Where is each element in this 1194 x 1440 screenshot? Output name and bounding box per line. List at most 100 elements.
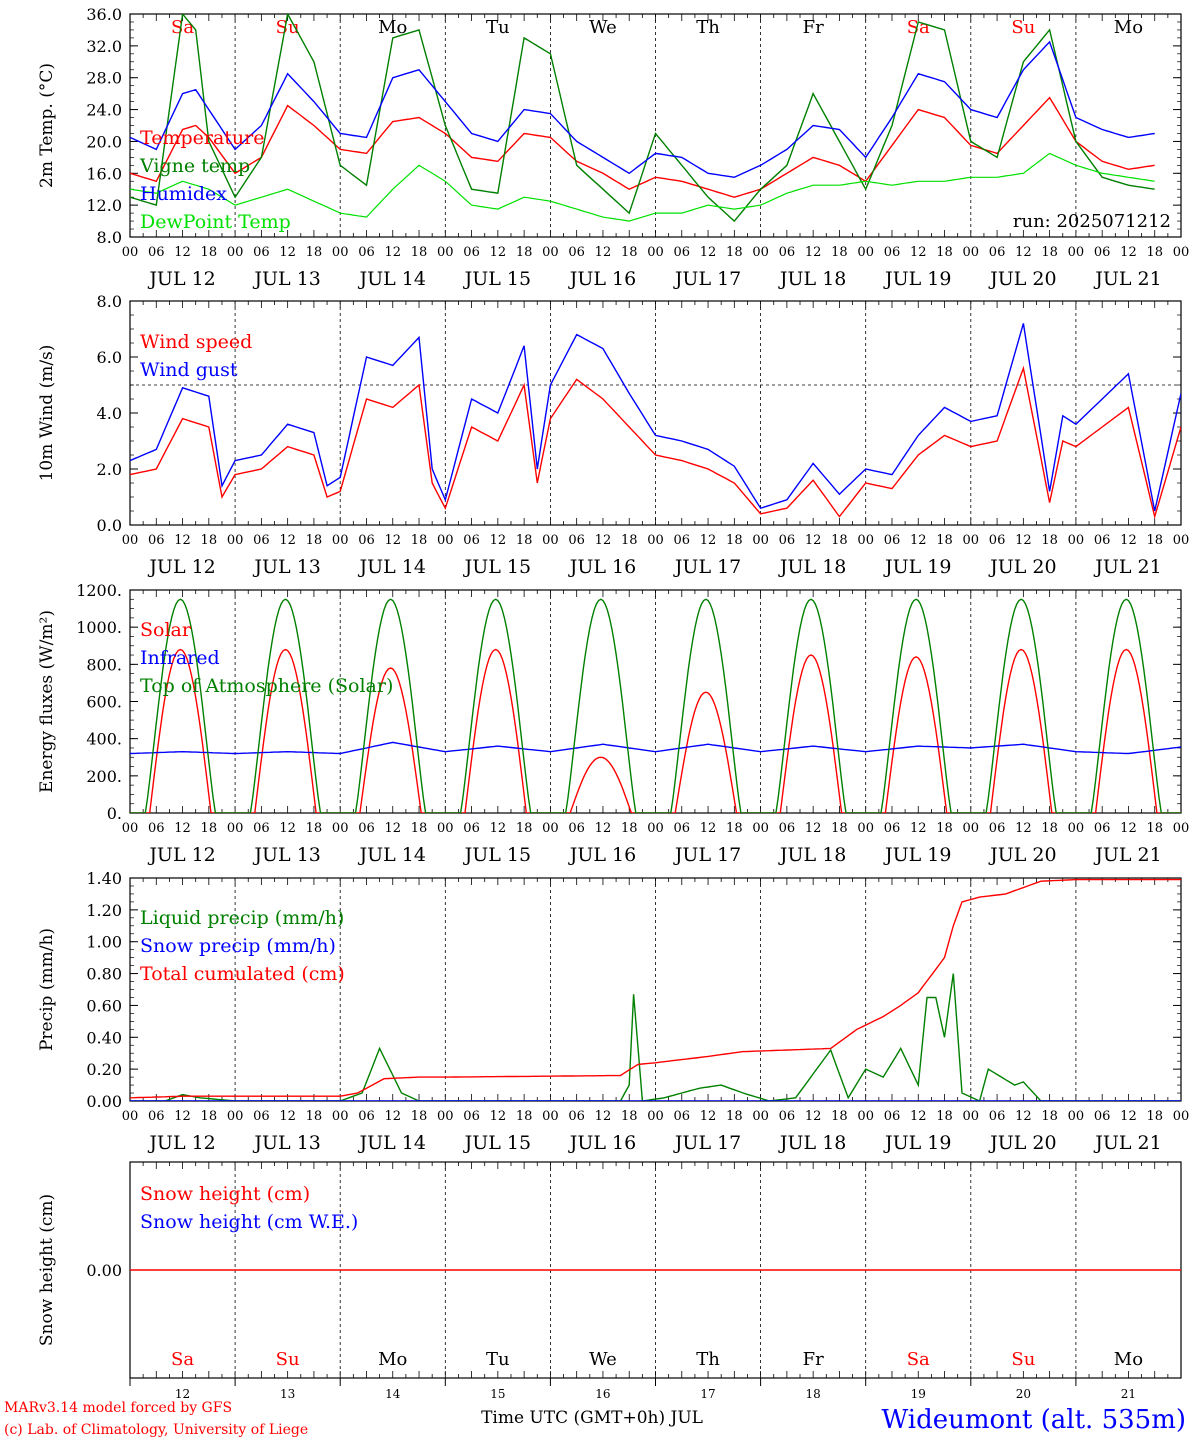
x-tick-label: 06 xyxy=(568,533,585,548)
x-tick-label: 12 xyxy=(1120,821,1137,836)
weekday-label: Th xyxy=(696,17,720,38)
legend-entry: Vigne temp xyxy=(139,155,250,177)
weekday-label: Sa xyxy=(171,17,194,38)
series-line-solar xyxy=(130,648,1181,813)
x-tick-label: 06 xyxy=(358,533,375,548)
y-tick-label: 1.40 xyxy=(86,869,122,888)
x-tick-label: 00 xyxy=(437,821,454,836)
x-tick-label: 06 xyxy=(568,245,585,260)
x-tick-label: 12 xyxy=(595,821,612,836)
x-date-label: JUL 20 xyxy=(988,1132,1056,1154)
legend-entry: Top of Atmosphere (Solar) xyxy=(140,675,393,697)
x-tick-label: 18 xyxy=(1146,821,1163,836)
x-tick-label: 12 xyxy=(910,533,927,548)
x-date-label: JUL 19 xyxy=(883,844,951,866)
x-tick-label: 12 xyxy=(1120,1109,1137,1124)
x-tick-label: 00 xyxy=(857,245,874,260)
y-tick-label: 400. xyxy=(86,730,122,749)
x-tick-label: 18 xyxy=(936,821,953,836)
x-date-label: JUL 17 xyxy=(673,556,741,578)
x-tick-label: 12 xyxy=(490,533,507,548)
y-axis-label: Energy fluxes (W/m²) xyxy=(37,610,57,793)
x-tick-label: 12 xyxy=(174,533,191,548)
y-tick-label: 1.20 xyxy=(86,901,122,920)
x-tick-label: 06 xyxy=(779,821,796,836)
x-tick-label: 12 xyxy=(384,245,401,260)
x-tick-label: 00 xyxy=(332,245,349,260)
x-date-label: JUL 15 xyxy=(463,556,531,578)
series-line-vigne-temp xyxy=(130,14,1155,223)
plot-frame xyxy=(129,589,1182,814)
weekday-label: Fr xyxy=(803,1349,824,1370)
x-date-label: JUL 19 xyxy=(883,556,951,578)
x-date-label: JUL 17 xyxy=(673,844,741,866)
y-tick-label: 0.60 xyxy=(86,996,122,1015)
weekday-label: Sa xyxy=(907,17,930,38)
x-tick-label: 06 xyxy=(148,533,165,548)
footer-credit: (c) Lab. of Climatology, University of L… xyxy=(4,1422,308,1438)
x-tick-label: 00 xyxy=(647,533,664,548)
x-date-label: JUL 14 xyxy=(358,1132,426,1154)
x-tick-label: 12 xyxy=(1015,533,1032,548)
legend-entry: Snow precip (mm/h) xyxy=(140,935,336,957)
x-tick-label: 00 xyxy=(963,821,980,836)
y-tick-label: 16.0 xyxy=(86,164,122,183)
x-tick-label: 00 xyxy=(1173,1109,1190,1124)
legend-entry: Solar xyxy=(140,619,192,641)
x-tick-label: 00 xyxy=(963,245,980,260)
x-tick-label: 18 xyxy=(1041,821,1058,836)
y-tick-label: 20.0 xyxy=(86,132,122,151)
x-tick-label: 06 xyxy=(989,1109,1006,1124)
x-tick-label: 00 xyxy=(1173,533,1190,548)
day-number-label: 14 xyxy=(385,1387,401,1401)
x-tick-label: 18 xyxy=(201,533,218,548)
x-tick-label: 00 xyxy=(332,821,349,836)
x-tick-label: 18 xyxy=(516,821,533,836)
panel-energy: 0. 200. 400. 600. 800. 1000. 1200. Energy fluxe… xyxy=(37,581,1189,866)
weekday-label: Su xyxy=(1011,1349,1035,1370)
x-tick-label: 18 xyxy=(306,245,323,260)
x-tick-label: 18 xyxy=(726,1109,743,1124)
x-date-label: JUL 19 xyxy=(883,268,951,290)
x-date-label: JUL 14 xyxy=(358,844,426,866)
x-tick-label: 06 xyxy=(568,821,585,836)
x-tick-label: 00 xyxy=(227,1109,244,1124)
y-tick-label: 0.40 xyxy=(86,1028,122,1047)
x-tick-label: 06 xyxy=(358,821,375,836)
y-tick-label: 8.0 xyxy=(97,228,122,247)
x-tick-label: 00 xyxy=(647,821,664,836)
x-date-label: JUL 16 xyxy=(568,844,636,866)
x-tick-label: 06 xyxy=(989,245,1006,260)
x-tick-label: 00 xyxy=(857,1109,874,1124)
panel-wind: 0.0 2.0 4.0 6.0 8.0 10m Wind (m/s) 00 06 12 18 JUL… xyxy=(37,292,1189,578)
y-tick-label: 28.0 xyxy=(86,69,122,88)
legend-entry: Infrared xyxy=(140,647,220,669)
x-date-label: JUL 14 xyxy=(358,268,426,290)
x-tick-label: 18 xyxy=(726,245,743,260)
y-tick-label: 0.80 xyxy=(86,965,122,984)
x-tick-label: 18 xyxy=(936,533,953,548)
weekday-label: Tu xyxy=(486,17,510,38)
x-tick-label: 06 xyxy=(148,821,165,836)
x-tick-label: 06 xyxy=(358,1109,375,1124)
y-axis-label: Snow height (cm) xyxy=(37,1194,57,1346)
x-date-label: JUL 12 xyxy=(147,1132,215,1154)
x-tick-label: 06 xyxy=(884,1109,901,1124)
x-tick-label: 06 xyxy=(1094,533,1111,548)
x-date-label: JUL 17 xyxy=(673,1132,741,1154)
x-tick-label: 12 xyxy=(910,1109,927,1124)
x-tick-label: 00 xyxy=(1173,821,1190,836)
x-date-label: JUL 18 xyxy=(778,844,846,866)
x-date-label: JUL 13 xyxy=(252,1132,320,1154)
legend-entry: DewPoint Temp xyxy=(140,211,291,233)
x-date-label: JUL 18 xyxy=(778,1132,846,1154)
day-number-label: 21 xyxy=(1121,1387,1136,1401)
x-tick-label: 18 xyxy=(306,821,323,836)
x-tick-label: 12 xyxy=(700,1109,717,1124)
weekday-label: Su xyxy=(1011,17,1035,38)
weekday-label: Mo xyxy=(1114,1349,1143,1370)
day-number-label: 15 xyxy=(490,1387,505,1401)
x-tick-label: 18 xyxy=(201,245,218,260)
x-tick-label: 18 xyxy=(201,821,218,836)
